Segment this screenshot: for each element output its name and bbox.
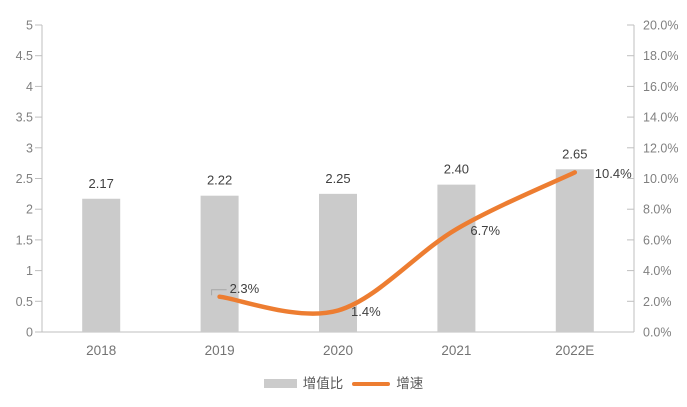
left-axis-tick-label: 4.5 (16, 49, 33, 63)
right-axis-tick-label: 10.0% (643, 172, 678, 186)
line-value-label: 10.4% (595, 166, 632, 181)
right-axis-tick-label: 2.0% (643, 295, 672, 309)
right-axis-tick-label: 8.0% (643, 203, 672, 217)
legend-label-line-series: 增速 (396, 376, 424, 391)
left-axis-tick-label: 0.5 (16, 295, 33, 309)
x-axis-category-label: 2020 (323, 343, 353, 358)
left-axis-tick-label: 3.5 (16, 111, 33, 125)
left-axis-tick-label: 3 (26, 141, 33, 155)
x-axis-category-label: 2021 (441, 343, 471, 358)
x-axis-category-label: 2018 (86, 343, 116, 358)
chart-legend: 增值比 增速 (0, 377, 687, 391)
bar-2022E (555, 169, 594, 332)
line-value-label: 2.3% (230, 281, 260, 296)
bar-value-label: 2.65 (562, 146, 587, 161)
left-axis-tick-label: 1 (26, 264, 33, 278)
growth-line (217, 170, 578, 316)
x-axis-category-label: 2019 (205, 343, 235, 358)
line-value-label: 6.7% (470, 223, 500, 238)
right-axis-tick-label: 0.0% (643, 326, 672, 340)
right-axis-tick-label: 20.0% (643, 19, 678, 33)
bar-value-label: 2.17 (89, 176, 114, 191)
bar-2021 (437, 184, 476, 332)
right-axis-tick-label: 6.0% (643, 233, 672, 247)
right-axis-tick-label: 12.0% (643, 141, 678, 155)
bar-value-label: 2.22 (207, 173, 232, 188)
left-axis-tick-label: 2.5 (16, 172, 33, 186)
bar-value-label: 2.40 (444, 162, 469, 177)
right-axis-tick-label: 14.0% (643, 111, 678, 125)
legend-item-bar-series: 增值比 (263, 376, 344, 391)
line-swatch-icon (352, 381, 391, 386)
x-axis-category-label: 2022E (555, 343, 594, 358)
right-axis-tick-label: 18.0% (643, 49, 678, 63)
data-label-leader-line (211, 289, 227, 296)
bar-value-label: 2.25 (325, 171, 350, 186)
left-axis-tick-label: 1.5 (16, 233, 33, 247)
bar-2018 (82, 198, 121, 332)
bar-swatch-icon (263, 379, 297, 389)
bar-2019 (200, 195, 239, 332)
line-value-label: 1.4% (351, 304, 381, 319)
left-axis-tick-label: 4 (26, 80, 33, 94)
right-axis-tick-label: 16.0% (643, 80, 678, 94)
legend-label-bar-series: 增值比 (302, 376, 344, 391)
left-axis-tick-label: 5 (26, 19, 33, 33)
legend-item-line-series: 增速 (352, 377, 423, 391)
left-axis-tick-label: 2 (26, 203, 33, 217)
right-axis-tick-label: 4.0% (643, 264, 672, 278)
left-axis-tick-label: 0 (26, 326, 33, 340)
